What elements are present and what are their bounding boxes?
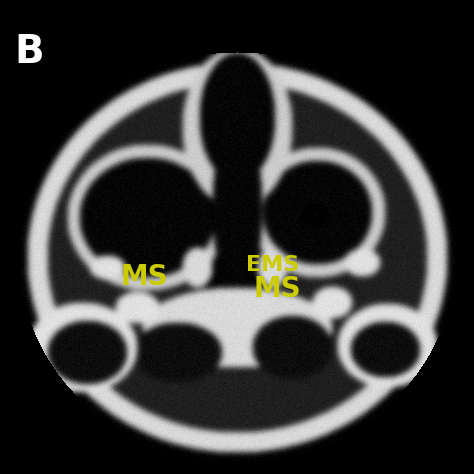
Text: B: B — [15, 33, 44, 71]
Text: MS: MS — [254, 275, 301, 303]
Text: MS: MS — [121, 263, 168, 292]
Text: EMS: EMS — [246, 255, 299, 275]
